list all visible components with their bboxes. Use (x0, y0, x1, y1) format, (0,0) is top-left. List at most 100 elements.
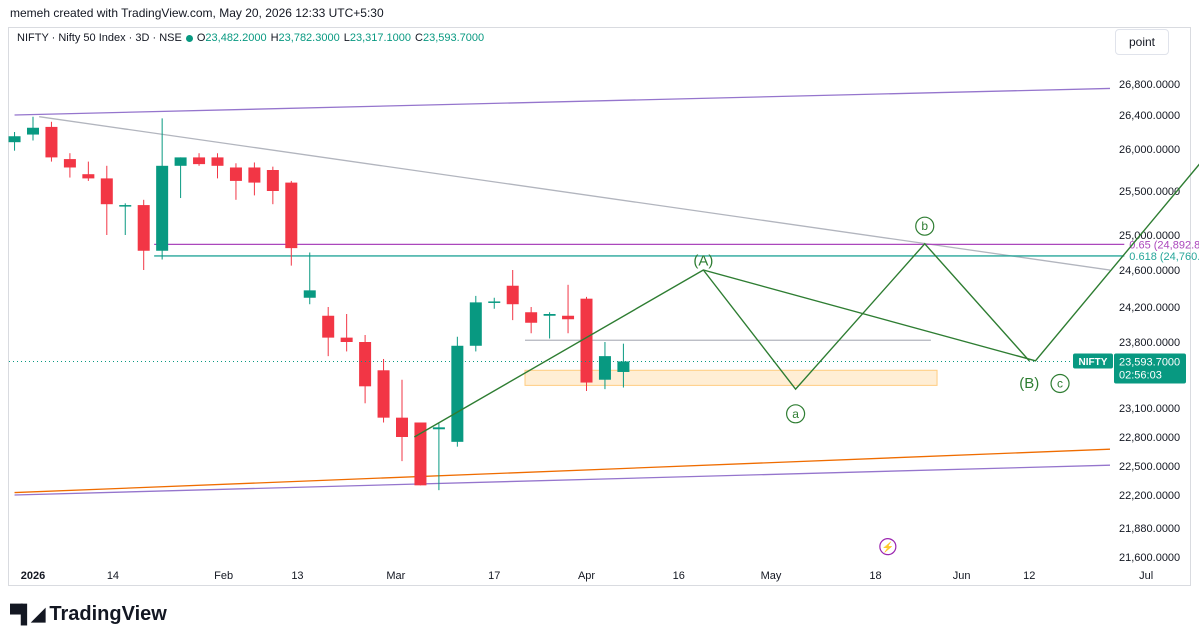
candle-body[interactable] (562, 315, 575, 320)
x-tick-label: 16 (673, 570, 685, 582)
candle-body[interactable] (617, 361, 630, 372)
symbol-title[interactable]: NIFTY · Nifty 50 Index · 3D · NSE (17, 32, 182, 44)
x-tick-label: 12 (1023, 570, 1035, 582)
candle-body[interactable] (543, 314, 556, 316)
candle-body[interactable] (211, 157, 224, 166)
y-tick-label: 23,100.0000 (1119, 403, 1180, 415)
close-label: C (415, 32, 423, 44)
candle-body[interactable] (248, 167, 261, 183)
wave-label-circle (915, 216, 935, 236)
candle-body[interactable] (396, 417, 408, 437)
wave-label-a: a (792, 407, 799, 421)
y-tick-label: 22,500.0000 (1119, 461, 1180, 473)
candle-body[interactable] (377, 370, 390, 418)
candle-body[interactable] (598, 356, 611, 380)
candle-body[interactable] (266, 170, 279, 191)
chart-frame (8, 27, 1191, 586)
x-tick-label: May (761, 570, 782, 582)
candle-body[interactable] (174, 157, 187, 166)
tradingview-mark-icon: ▀▌◢ (10, 604, 45, 624)
y-tick-label: 22,200.0000 (1119, 490, 1180, 502)
candle-body[interactable] (506, 285, 519, 305)
demand-zone[interactable] (524, 369, 938, 386)
candle-body[interactable] (45, 126, 58, 158)
open-value: 23,482.2000 (205, 32, 267, 44)
y-tick-label: 21,600.0000 (1119, 552, 1180, 564)
wave-label-B: (B) (1019, 375, 1039, 392)
candle-body[interactable] (82, 174, 95, 179)
x-tick-label: 14 (107, 570, 119, 582)
candle-body[interactable] (340, 337, 353, 342)
fib-label-0.65: 0.65 (24,892.8853) (1129, 239, 1199, 251)
candle-body[interactable] (432, 427, 445, 430)
candle-body[interactable] (27, 127, 39, 135)
wave-label-circle (785, 404, 806, 424)
x-tick-label: Jul (1139, 570, 1153, 582)
tradingview-brand: TradingView (49, 603, 167, 625)
chart-credit: memeh created with TradingView.com, May … (10, 6, 384, 20)
candle-body[interactable] (63, 159, 76, 168)
trend-line-lower-channel[interactable] (14, 452, 1199, 496)
candle-body[interactable] (525, 312, 538, 323)
candle-body[interactable] (156, 165, 169, 251)
close-value: 23,593.7000 (422, 32, 485, 44)
y-tick-label: 24,200.0000 (1119, 302, 1180, 314)
candle-body[interactable] (359, 342, 372, 387)
candle-body[interactable] (229, 167, 242, 181)
price-tag[interactable] (1114, 353, 1186, 384)
tradingview-logo[interactable]: ▀▌◢ TradingView (10, 603, 167, 626)
wave-path-main[interactable] (413, 88, 1199, 438)
trend-line-upper-channel[interactable] (14, 76, 1199, 116)
candle-body[interactable] (303, 290, 316, 298)
wave-label-circle (1050, 373, 1070, 394)
wave-path-abc[interactable] (702, 242, 1030, 391)
candle-body[interactable] (100, 178, 113, 205)
candle-body[interactable] (285, 182, 298, 249)
y-tick-label: 25,500.0000 (1119, 186, 1180, 198)
candle-body[interactable] (469, 302, 482, 346)
y-tick-label: 22,800.0000 (1119, 432, 1180, 444)
x-tick-label: 17 (488, 570, 500, 582)
symbol-tag-text: NIFTY (1079, 357, 1108, 368)
price-tag-value: 23,593.7000 (1119, 356, 1180, 368)
candle-body[interactable] (451, 345, 464, 442)
scale-mode-button[interactable]: point (1115, 29, 1169, 55)
candle-body[interactable] (322, 315, 335, 338)
x-tick-label: Jun (953, 570, 971, 582)
candle-body[interactable] (119, 205, 132, 207)
symbol-legend: NIFTY · Nifty 50 Index · 3D · NSE O23,482… (17, 32, 488, 44)
trend-line-orange-support[interactable] (14, 429, 1199, 494)
x-tick-label: 18 (869, 570, 881, 582)
high-label: H (270, 32, 279, 44)
low-label: L (343, 32, 350, 44)
lightning-icon[interactable] (879, 538, 897, 556)
wave-label-b: b (921, 219, 928, 233)
fib-label-0.618: 0.618 (24,760.4680) (1129, 251, 1199, 263)
y-tick-label: 26,800.0000 (1119, 79, 1180, 91)
lightning-glyph: ⚡ (882, 541, 894, 554)
x-tick-label: 2026 (21, 570, 45, 582)
x-tick-label: 13 (291, 570, 303, 582)
x-tick-label: Feb (214, 570, 233, 582)
symbol-tag (1073, 353, 1113, 369)
candle-body[interactable] (193, 157, 206, 165)
y-tick-label: 26,000.0000 (1119, 144, 1180, 156)
y-tick-label: 23,800.0000 (1119, 337, 1180, 349)
market-status-icon (185, 34, 193, 42)
low-value: 23,317.1000 (349, 32, 411, 44)
wave-label-A: (A) (693, 252, 713, 269)
price-tag-countdown: 02:56:03 (1119, 369, 1162, 381)
trend-line-gray-resistance[interactable] (39, 116, 1199, 318)
open-label: O (196, 32, 206, 44)
candle-body[interactable] (137, 205, 150, 251)
candle-body[interactable] (488, 301, 501, 303)
wave-label-c: c (1057, 376, 1063, 390)
y-tick-label: 26,400.0000 (1119, 110, 1180, 122)
candle-body[interactable] (414, 422, 427, 486)
y-tick-label: 24,600.0000 (1119, 265, 1180, 277)
candle-body[interactable] (8, 136, 21, 143)
high-value: 23,782.3000 (278, 32, 340, 44)
y-tick-label: 21,880.0000 (1119, 523, 1180, 535)
x-tick-label: Apr (578, 570, 595, 582)
